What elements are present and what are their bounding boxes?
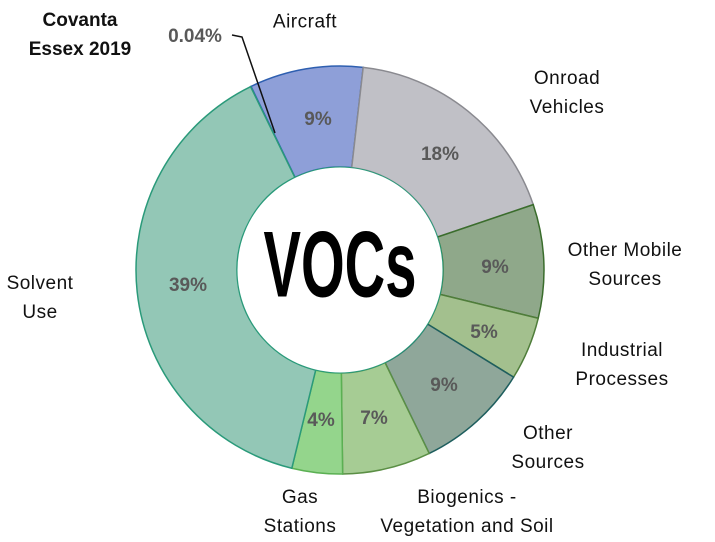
category-label: Gas Stations [263, 487, 337, 537]
category-label: Other Sources [511, 423, 585, 473]
category-label: Solvent Use [6, 273, 74, 323]
category-label: Industrial Processes [575, 340, 669, 390]
value-label: 9% [430, 375, 458, 396]
value-label: 9% [304, 109, 332, 130]
value-label: 4% [307, 410, 335, 431]
value-label: 18% [421, 144, 459, 165]
center-title: VOCs [264, 213, 417, 317]
leader-line [231, 34, 276, 134]
category-label: Other Mobile Sources [567, 240, 683, 290]
value-label: 5% [470, 322, 498, 343]
category-label: Biogenics - Vegetation and Soil [380, 487, 554, 537]
value-label: 39% [169, 275, 207, 296]
donut-hole [236, 166, 444, 374]
value-label: 7% [360, 408, 388, 429]
value-label: 9% [481, 257, 509, 278]
category-label: Aircraft [272, 11, 338, 33]
category-label: Onroad Vehicles [529, 68, 605, 118]
value-label: 0.04% [168, 26, 222, 47]
category-label: Covanta Essex 2019 [28, 10, 132, 60]
